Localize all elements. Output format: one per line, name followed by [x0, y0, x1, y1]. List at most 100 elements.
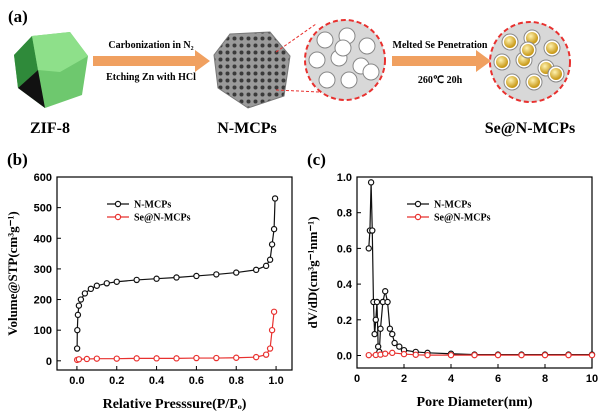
series-line [76, 311, 275, 361]
se-particle [504, 36, 516, 48]
data-point [252, 266, 260, 274]
data-point [382, 288, 389, 295]
x-tick-label: 0.8 [229, 375, 244, 387]
data-point [173, 355, 180, 362]
data-point [74, 326, 81, 334]
data-point [233, 354, 240, 361]
data-point [384, 298, 391, 306]
data-point [93, 355, 101, 362]
data-point [471, 351, 478, 359]
data-point [389, 349, 396, 357]
arrow [392, 50, 491, 72]
data-point [400, 350, 408, 358]
data-point [270, 308, 278, 315]
nmcp-icon [213, 31, 291, 109]
data-point [193, 354, 200, 362]
data-point [374, 343, 382, 350]
series-line [368, 182, 592, 356]
plot-frame [56, 176, 293, 371]
pore [316, 31, 334, 49]
data-point [83, 355, 91, 363]
x-tick-label: 1.0 [268, 375, 283, 387]
data-point [252, 353, 260, 361]
data-point [371, 330, 378, 338]
data-point [270, 225, 278, 233]
data-point [213, 354, 220, 362]
data-point [541, 351, 549, 359]
y-tick-label: 0.0 [337, 351, 352, 363]
se-particle [522, 44, 534, 56]
data-point [74, 311, 82, 319]
y-tick-label: 100 [34, 325, 52, 337]
data-point [266, 345, 274, 352]
material-label: ZIF-8 [30, 120, 70, 137]
data-point [518, 351, 525, 359]
y-tick-label: 0.4 [337, 279, 353, 291]
legend-label: Se@N-MCPs [434, 213, 491, 224]
x-tick-label: 2 [401, 373, 407, 385]
series-line [76, 198, 276, 349]
se-particle [526, 32, 538, 44]
zif8-icon [14, 32, 88, 108]
panel-label: (b) [7, 150, 28, 169]
data-point [173, 274, 180, 281]
data-point [372, 316, 379, 324]
data-point [565, 351, 572, 359]
data-point [382, 350, 389, 357]
zoom-line [275, 23, 317, 53]
step-label: Melted Se Penetration [393, 40, 488, 51]
data-point [103, 280, 110, 287]
x-tick-label: 6 [495, 373, 501, 385]
x-tick-label: 8 [542, 373, 548, 385]
panel-label: (a) [8, 7, 28, 26]
data-point [262, 351, 270, 358]
y-tick-label: 400 [34, 233, 52, 245]
data-point [271, 195, 279, 202]
data-point [93, 282, 101, 289]
data-point [213, 271, 220, 278]
y-tick-label: 500 [34, 203, 52, 215]
data-point [386, 325, 394, 332]
legend-marker [414, 200, 422, 208]
data-point [365, 245, 372, 252]
data-point [424, 351, 431, 359]
se-particle [496, 56, 508, 68]
legend-label: Se@N-MCPs [134, 213, 191, 224]
legend-marker [414, 213, 422, 221]
material-label: Se@N-MCPs [485, 120, 575, 137]
x-tick-label: 0.6 [189, 375, 204, 387]
x-tick-label: 4 [448, 373, 455, 385]
data-point [77, 296, 85, 303]
y-tick-label: 600 [34, 172, 52, 184]
zoom-line [275, 89, 321, 93]
y-axis-title: dV/dD(cm³g⁻¹nm⁻¹) [305, 216, 320, 328]
data-point [369, 227, 376, 234]
data-point [73, 345, 81, 352]
data-point [153, 355, 160, 362]
data-point [133, 276, 140, 284]
x-tick-label: 0 [354, 373, 360, 385]
panel-label: (c) [307, 150, 326, 169]
se-particle [550, 68, 562, 80]
data-point [153, 275, 160, 282]
pore [340, 71, 358, 89]
data-point [365, 351, 372, 359]
data-point [193, 272, 200, 280]
pore [362, 63, 380, 81]
y-tick-label: 200 [34, 295, 52, 307]
material-label: N-MCPs [217, 120, 277, 137]
arrow [93, 50, 210, 72]
data-point [75, 302, 83, 309]
data-point [391, 339, 398, 347]
data-point [377, 325, 384, 332]
y-tick-label: 0.8 [337, 208, 352, 220]
step-label: 260℃ 20h [418, 75, 463, 86]
schematic: (a) ZIF-8 Carbonization in N₂ Etching Zn… [8, 7, 575, 137]
data-point [268, 326, 276, 334]
data-point [412, 351, 419, 358]
x-axis-title: Relative Presssure(P/Pₒ) [103, 397, 247, 412]
step-label: Carbonization in N₂ [108, 40, 193, 51]
y-tick-label: 0.2 [337, 315, 352, 327]
legend-marker [114, 200, 122, 208]
legend-marker [114, 213, 122, 221]
